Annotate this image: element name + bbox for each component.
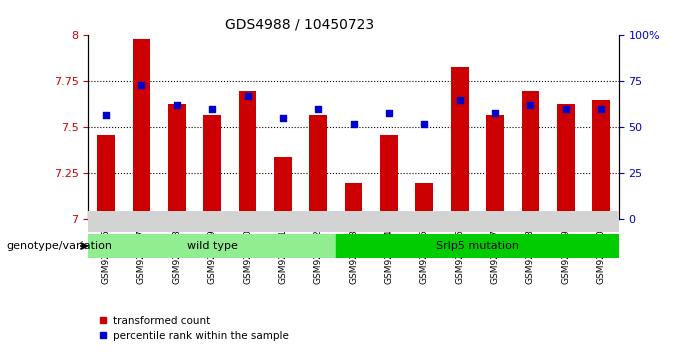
Point (136, 82, 147, 88)
Bar (557, 103, 575, 219)
Point (171, 103, 182, 108)
Bar (309, 115, 327, 219)
Bar (522, 91, 539, 219)
Bar (274, 157, 292, 219)
Point (101, 112, 112, 118)
Bar (97, 135, 115, 219)
Bar (168, 103, 186, 219)
Point (277, 115, 288, 121)
Point (348, 121, 359, 127)
Point (384, 110, 394, 115)
Text: GDS4988 / 10450723: GDS4988 / 10450723 (224, 18, 374, 32)
Text: wild type: wild type (187, 241, 237, 251)
Point (419, 121, 430, 127)
Bar (133, 39, 150, 219)
Point (596, 106, 607, 112)
Point (525, 103, 536, 108)
Bar (451, 67, 469, 219)
Point (560, 106, 571, 112)
Bar (88, 234, 336, 258)
Bar (592, 100, 610, 219)
Text: genotype/variation: genotype/variation (7, 241, 113, 251)
Point (313, 106, 324, 112)
Point (242, 93, 253, 99)
Point (207, 106, 218, 112)
Bar (380, 135, 398, 219)
Bar (336, 234, 619, 258)
Bar (203, 115, 221, 219)
Point (490, 110, 500, 115)
Bar (345, 183, 362, 219)
Bar (415, 183, 433, 219)
Bar (486, 115, 504, 219)
Bar (239, 91, 256, 219)
Legend: transformed count, percentile rank within the sample: transformed count, percentile rank withi… (94, 312, 294, 345)
Text: Srlp5 mutation: Srlp5 mutation (436, 241, 519, 251)
Point (454, 97, 465, 103)
